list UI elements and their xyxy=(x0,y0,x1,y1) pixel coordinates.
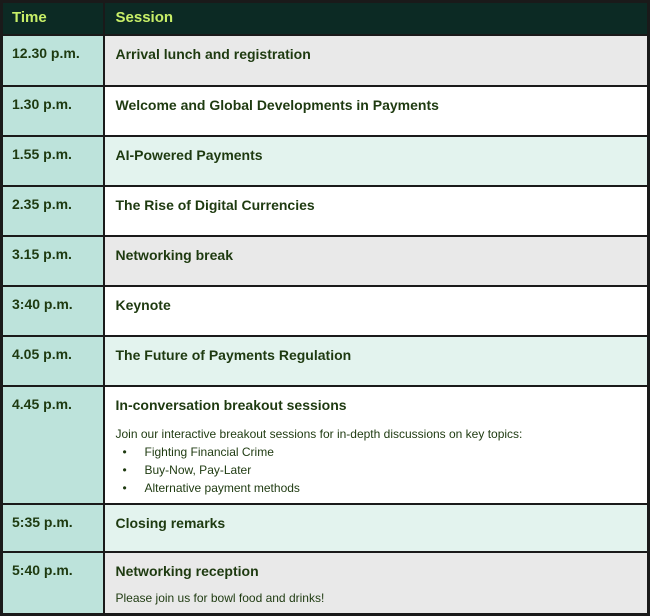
table-header-row: Time Session xyxy=(0,0,650,36)
session-title: The Rise of Digital Currencies xyxy=(115,196,315,213)
session-description: Join our interactive breakout sessions f… xyxy=(115,426,523,441)
session-cell: The Future of Payments Regulation xyxy=(102,334,650,387)
table-row: 4.05 p.m. The Future of Payments Regulat… xyxy=(0,334,650,387)
time-cell: 3:40 p.m. xyxy=(0,284,105,337)
table-row: 5:40 p.m. Networking reception Please jo… xyxy=(0,550,650,616)
session-title: Closing remarks xyxy=(115,514,226,531)
bullet-item: Fighting Financial Crime xyxy=(123,443,636,461)
bullet-item: Buy-Now, Pay-Later xyxy=(123,461,636,479)
session-cell: Networking break xyxy=(102,234,650,287)
session-cell: AI-Powered Payments xyxy=(102,134,650,187)
table-row: 5:35 p.m. Closing remarks xyxy=(0,502,650,553)
session-title: The Future of Payments Regulation xyxy=(115,346,352,363)
table-row: 12.30 p.m. Arrival lunch and registratio… xyxy=(0,33,650,87)
table-row: 4.45 p.m. In-conversation breakout sessi… xyxy=(0,384,650,505)
session-title: Arrival lunch and registration xyxy=(115,45,311,62)
time-cell: 4.05 p.m. xyxy=(0,334,105,387)
session-cell: Networking reception Please join us for … xyxy=(102,550,650,616)
session-cell: Welcome and Global Developments in Payme… xyxy=(102,84,650,137)
table-row: 1.30 p.m. Welcome and Global Development… xyxy=(0,84,650,137)
session-description: Please join us for bowl food and drinks! xyxy=(115,590,325,605)
time-cell: 5:35 p.m. xyxy=(0,502,105,553)
session-title: Welcome and Global Developments in Payme… xyxy=(115,96,439,113)
session-cell: Arrival lunch and registration xyxy=(102,33,650,87)
session-cell: In-conversation breakout sessions Join o… xyxy=(102,384,650,505)
session-title: AI-Powered Payments xyxy=(115,146,263,163)
time-cell: 5:40 p.m. xyxy=(0,550,105,616)
session-title: In-conversation breakout sessions xyxy=(115,396,347,413)
bullet-item: Alternative payment methods xyxy=(123,479,636,497)
time-cell: 1.30 p.m. xyxy=(0,84,105,137)
table-row: 1.55 p.m. AI-Powered Payments xyxy=(0,134,650,187)
session-title: Networking break xyxy=(115,246,233,263)
session-title: Networking reception xyxy=(115,562,259,579)
column-header-session: Session xyxy=(102,0,650,36)
table-row: 3.15 p.m. Networking break xyxy=(0,234,650,287)
time-cell: 2.35 p.m. xyxy=(0,184,105,237)
time-cell: 3.15 p.m. xyxy=(0,234,105,287)
session-cell: Closing remarks xyxy=(102,502,650,553)
table-row: 3:40 p.m. Keynote xyxy=(0,284,650,337)
session-cell: The Rise of Digital Currencies xyxy=(102,184,650,237)
table-row: 2.35 p.m. The Rise of Digital Currencies xyxy=(0,184,650,237)
session-cell: Keynote xyxy=(102,284,650,337)
time-cell: 4.45 p.m. xyxy=(0,384,105,505)
column-header-time: Time xyxy=(0,0,105,36)
session-title: Keynote xyxy=(115,296,171,313)
session-bullet-list: Fighting Financial Crime Buy-Now, Pay-La… xyxy=(116,443,636,497)
time-cell: 1.55 p.m. xyxy=(0,134,105,187)
time-cell: 12.30 p.m. xyxy=(0,33,105,87)
